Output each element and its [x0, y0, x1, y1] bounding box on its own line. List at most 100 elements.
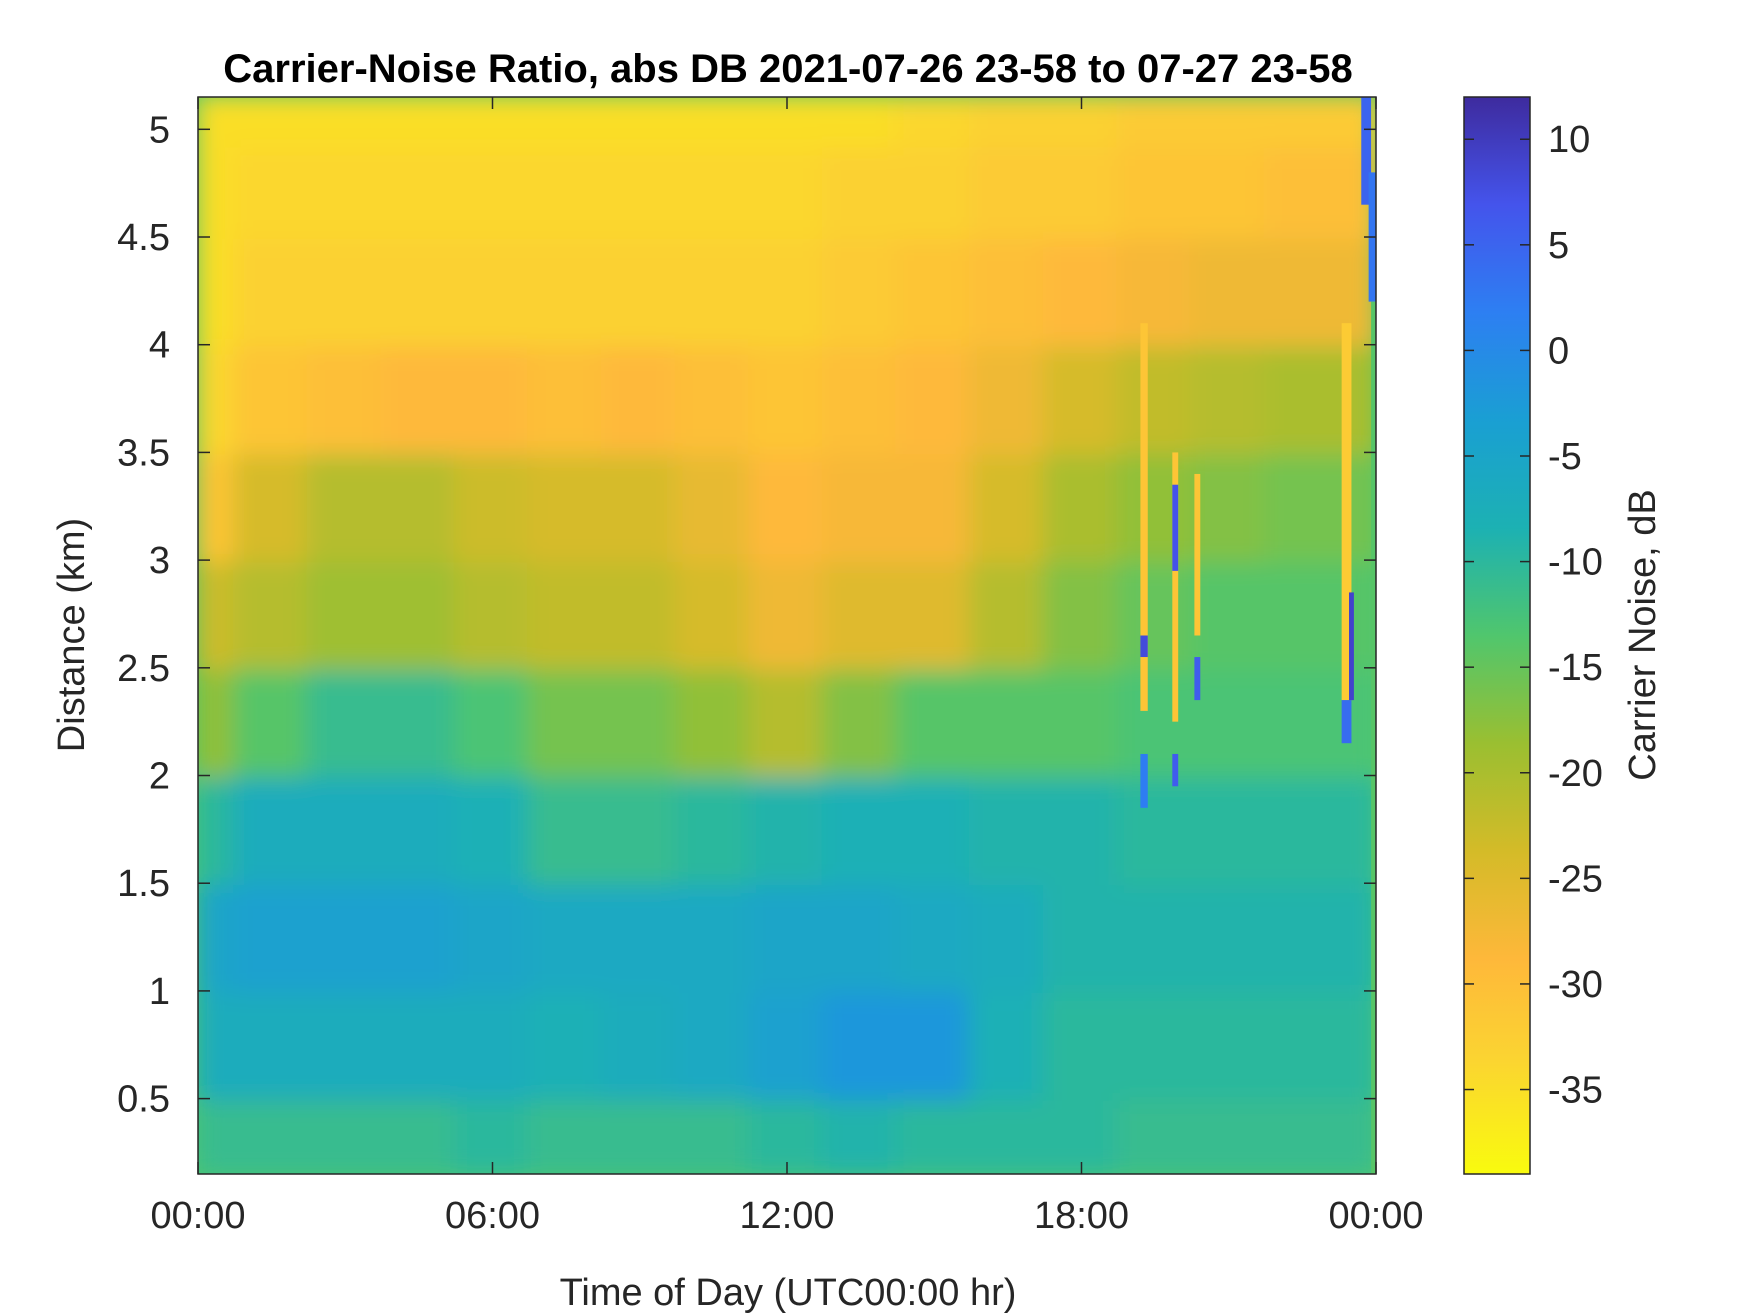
heatmap-cell [969, 665, 1047, 778]
heatmap-cell [600, 881, 679, 993]
heatmap-cell [969, 342, 1047, 455]
heatmap-cell [527, 1096, 605, 1174]
heatmap-cell [198, 988, 237, 1101]
heatmap-cell [748, 450, 826, 563]
heatmap-cell [600, 558, 679, 670]
heatmap-cell [527, 143, 605, 240]
heatmap-cell [1042, 1096, 1121, 1174]
colorbar-tick-label: -35 [1548, 1070, 1603, 1112]
heatmap-cell [1042, 773, 1121, 886]
x-tick-label: 00:00 [1328, 1195, 1423, 1237]
heatmap-cell [600, 143, 679, 240]
heatmap-cell [821, 342, 900, 455]
heatmap-streak [1361, 97, 1372, 205]
heatmap-cell [821, 450, 900, 563]
heatmap-cell [821, 665, 900, 778]
heatmap-cell [306, 665, 385, 778]
heatmap-cell [748, 988, 826, 1101]
heatmap-cell [895, 773, 974, 886]
heatmap-cell [198, 235, 237, 347]
heatmap-cell [232, 1096, 311, 1174]
heatmap-cell [1116, 143, 1194, 240]
x-tick-label: 00:00 [150, 1195, 245, 1237]
heatmap-streak [1172, 753, 1179, 787]
heatmap-cell [1263, 143, 1342, 240]
heatmap-cell [380, 342, 458, 455]
colorbar-tick-label: 10 [1548, 119, 1590, 161]
heatmap-cell [1337, 773, 1376, 886]
heatmap-cell [821, 558, 900, 670]
colorbar-tick-label: 5 [1548, 225, 1569, 267]
y-tick-label: 4 [149, 325, 170, 367]
heatmap-streak [1341, 323, 1352, 701]
heatmap-streak [1349, 592, 1354, 701]
heatmap-cell [453, 665, 532, 778]
heatmap-cell [380, 97, 458, 148]
heatmap-cell [232, 988, 311, 1101]
heatmap-streak [1194, 473, 1201, 636]
heatmap-cell [821, 143, 900, 240]
heatmap-cell [674, 773, 753, 886]
heatmap-cell [969, 97, 1047, 148]
heatmap-cell [306, 97, 385, 148]
heatmap-cell [1263, 558, 1342, 670]
heatmap-cell [1116, 988, 1194, 1101]
heatmap-cell [1189, 558, 1268, 670]
y-tick-label: 0.5 [117, 1079, 170, 1121]
heatmap-cell [380, 558, 458, 670]
heatmap-cell [1189, 1096, 1268, 1174]
heatmap-cell [453, 143, 532, 240]
heatmap-cell [306, 342, 385, 455]
heatmap-cell [198, 143, 237, 240]
x-axis: 00:00 06:00 12:00 18:00 00:00 [150, 97, 1424, 1237]
heatmap-cell [674, 558, 753, 670]
heatmap-cell [1116, 1096, 1194, 1174]
colorbar-tick-label: -30 [1548, 964, 1603, 1006]
chart-title: Carrier-Noise Ratio, abs DB 2021-07-26 2… [223, 47, 1352, 91]
heatmap-cell [306, 235, 385, 347]
heatmap-cell [380, 450, 458, 563]
heatmap-cell [453, 1096, 532, 1174]
heatmap-cell [1189, 988, 1268, 1101]
heatmap-cell [674, 450, 753, 563]
heatmap-cell [1189, 450, 1268, 563]
heatmap-cell [198, 558, 237, 670]
heatmap-streak [1194, 657, 1201, 701]
heatmap-cell [1116, 881, 1194, 993]
heatmap-cell [232, 97, 311, 148]
heatmap-cell [1337, 988, 1376, 1101]
heatmap-cell [232, 450, 311, 563]
heatmap-cell [821, 235, 900, 347]
heatmap-streak [1140, 635, 1148, 658]
heatmap-cell [527, 450, 605, 563]
heatmap-cell [1263, 235, 1342, 347]
colorbar [1463, 96, 1531, 1175]
heatmap-cell [674, 97, 753, 148]
colorbar-label: Carrier Noise, dB [1622, 489, 1664, 780]
heatmap-cell [527, 97, 605, 148]
heatmap-cell [1189, 665, 1268, 778]
heatmap-cell [895, 342, 974, 455]
heatmap-cell [198, 773, 237, 886]
heatmap-cell [1189, 342, 1268, 455]
heatmap-cell [380, 773, 458, 886]
heatmap-streak [1172, 484, 1179, 571]
heatmap-cell [232, 665, 311, 778]
heatmap-cell [895, 665, 974, 778]
heatmap-cell [895, 97, 974, 148]
heatmap-cell [1263, 450, 1342, 563]
heatmap-cell [1116, 450, 1194, 563]
heatmap-cell [748, 1096, 826, 1174]
colorbar-tick-label: -15 [1548, 647, 1603, 689]
heatmap-cell [969, 773, 1047, 886]
heatmap-cell [1189, 97, 1268, 148]
heatmap-cell [380, 143, 458, 240]
heatmap-cell [198, 97, 237, 148]
heatmap-cell [232, 342, 311, 455]
heatmap-cell [969, 143, 1047, 240]
colorbar-tick-label: -25 [1548, 858, 1603, 900]
heatmap-cell [1042, 558, 1121, 670]
heatmap-cell [1263, 342, 1342, 455]
heatmap-cell [748, 881, 826, 993]
heatmap-cell [198, 881, 237, 993]
